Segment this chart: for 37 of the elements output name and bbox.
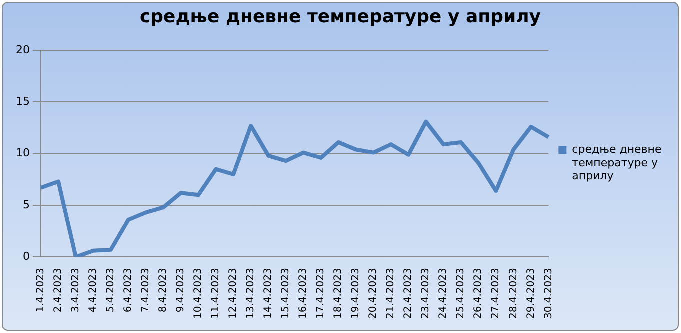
y-tick-label: 10 — [16, 146, 30, 160]
x-tick-label: 26.4.2023 — [473, 268, 484, 320]
x-tick-label: 5.4.2023 — [106, 268, 117, 313]
x-tick-label: 4.4.2023 — [88, 268, 100, 313]
chart-title: средње дневне температуре у априлу — [140, 6, 542, 28]
x-tick-label: 10.4.2023 — [193, 268, 204, 320]
x-tick-label: 8.4.2023 — [158, 268, 170, 313]
x-tick-label: 13.4.2023 — [246, 268, 257, 320]
x-tick-label: 23.4.2023 — [420, 268, 432, 320]
x-tick-label: 21.4.2023 — [386, 268, 397, 320]
x-tick-label: 14.4.2023 — [263, 268, 274, 320]
legend-label: средње дневне температуре у априлу — [572, 143, 662, 182]
x-tick-label: 7.4.2023 — [140, 268, 152, 313]
y-tick-label: 20 — [16, 43, 30, 56]
y-tick-label: 0 — [22, 250, 30, 263]
x-tick-label: 9.4.2023 — [176, 268, 187, 313]
y-tick-label: 5 — [22, 198, 30, 212]
x-tick-label: 3.4.2023 — [70, 268, 82, 313]
x-tick-label: 24.4.2023 — [438, 268, 450, 320]
x-tick-label: 17.4.2023 — [316, 268, 327, 320]
x-tick-label: 15.4.2023 — [280, 268, 292, 320]
x-tick-label: 19.4.2023 — [350, 268, 362, 320]
x-tick-label: 30.4.2023 — [543, 268, 554, 320]
x-tick-label: 20.4.2023 — [368, 268, 380, 320]
x-tick-label: 28.4.2023 — [508, 268, 520, 320]
x-tick-label: 1.4.2023 — [36, 268, 47, 313]
x-tick-label: 22.4.2023 — [403, 268, 414, 320]
x-tick-label: 18.4.2023 — [333, 268, 344, 320]
x-tick-label: 27.4.2023 — [490, 268, 502, 320]
y-tick-label: 15 — [16, 95, 30, 108]
x-tick-label: 12.4.2023 — [228, 268, 240, 320]
x-tick-label: 16.4.2023 — [298, 268, 310, 320]
x-tick-label: 2.4.2023 — [53, 268, 64, 313]
x-tick-label: 11.4.2023 — [210, 268, 222, 320]
x-tick-label: 25.4.2023 — [456, 268, 467, 320]
x-tick-label: 6.4.2023 — [123, 268, 134, 313]
x-tick-label: 29.4.2023 — [526, 268, 537, 320]
